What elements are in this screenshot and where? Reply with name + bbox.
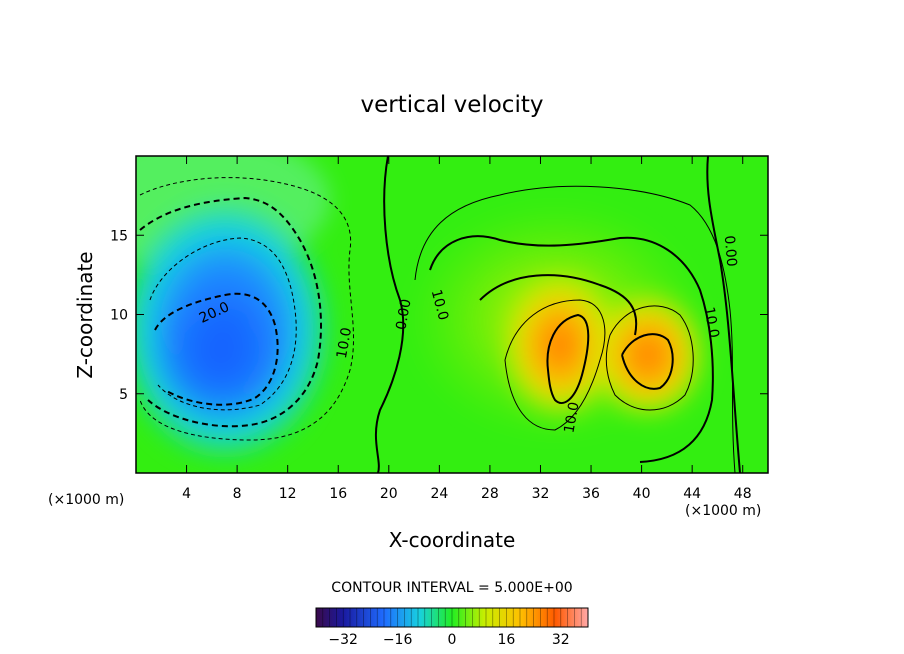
contour-pos-5 [414, 185, 736, 473]
contour-pos-15-left [504, 299, 606, 431]
y-tick-label: 15 [110, 228, 128, 244]
colorbar-tick-label: 32 [552, 632, 570, 648]
colorbar-stripes [322, 608, 582, 627]
heatmap-field [136, 156, 768, 473]
x-axis-label: X-coordinate [389, 528, 516, 552]
contour-neg-15 [149, 237, 297, 411]
colorbar-tick-label: 0 [448, 632, 457, 648]
contour-neg-20 [154, 292, 279, 406]
x-tick-label: 40 [633, 486, 651, 502]
x-tick-label: 48 [734, 486, 752, 502]
contour-pos-20-left [546, 313, 590, 404]
contour-pos-20-right [621, 333, 674, 390]
contour-labels: 20.010.00.00 10.010.010.00.00 [197, 235, 740, 434]
contour-pos-10-inner [479, 274, 638, 336]
x-axis-unit-left: (×1000 m) [48, 492, 124, 508]
contour-label: 10.0 [561, 401, 582, 434]
x-tick-label: 8 [233, 486, 242, 502]
contour-label: 10.0 [428, 288, 452, 322]
colorbar: −32 −16 0 16 32 [315, 607, 589, 648]
chart-title: vertical velocity [361, 92, 544, 118]
x-tick-label: 44 [683, 486, 701, 502]
colorbar-ticks: −32 −16 0 16 32 [328, 632, 569, 648]
x-axis-unit-right: (×1000 m) [685, 503, 761, 519]
contour-neg-10 [139, 196, 322, 428]
downdraft-core [150, 285, 290, 425]
updraft-region-left [498, 267, 622, 423]
colorbar-tick-label: −32 [328, 632, 358, 648]
y-axis-ticks: 5 10 15 [110, 228, 768, 403]
contour-label: 10.0 [701, 306, 722, 339]
x-tick-label: 4 [182, 486, 191, 502]
y-tick-label: 5 [119, 387, 128, 403]
contour-label: 0.00 [721, 235, 740, 267]
x-tick-label: 28 [481, 486, 499, 502]
contour-pos-10 [429, 235, 714, 463]
x-axis-ticks: 4 8 12 16 20 24 28 32 36 40 44 48 [182, 156, 752, 502]
x-tick-label: 32 [532, 486, 550, 502]
colorbar-tick-label: −16 [383, 632, 413, 648]
contour-pos-15-right [605, 305, 694, 411]
updraft-region-right [586, 287, 710, 423]
contour-neg-outer [139, 177, 355, 441]
contour-lines [139, 156, 741, 473]
y-tick-label: 10 [110, 308, 128, 324]
colorbar-tick-label: 16 [497, 632, 515, 648]
x-tick-label: 12 [279, 486, 297, 502]
contour-interval-label: CONTOUR INTERVAL = 5.000E+00 [331, 580, 572, 596]
contour-label: 0.00 [393, 298, 414, 331]
x-tick-label: 20 [380, 486, 398, 502]
contour-zero-right [706, 156, 741, 473]
y-axis-label: Z-coordinate [73, 251, 97, 378]
contour-label: 10.0 [334, 326, 355, 359]
x-tick-label: 36 [582, 486, 600, 502]
x-tick-label: 24 [430, 486, 448, 502]
contour-zero-left [374, 156, 405, 473]
x-tick-label: 16 [329, 486, 347, 502]
